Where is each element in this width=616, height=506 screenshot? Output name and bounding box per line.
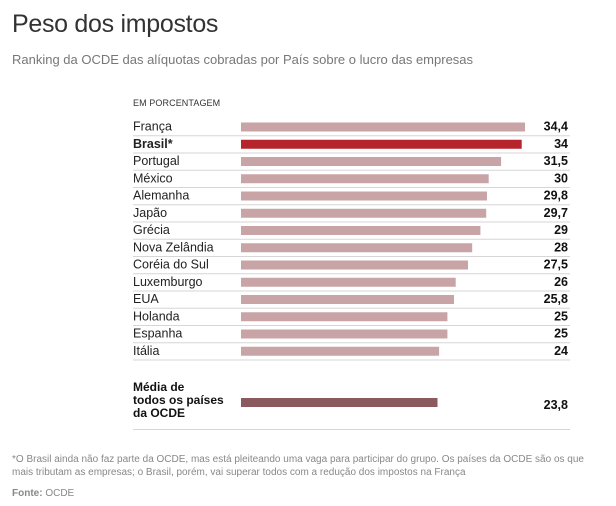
category-label: Holanda <box>133 309 180 323</box>
category-label: Grécia <box>133 223 170 237</box>
footnote: *O Brasil ainda não faz parte da OCDE, m… <box>12 454 584 478</box>
bar <box>241 277 456 287</box>
bar <box>241 329 448 339</box>
source: Fonte: OCDE <box>12 488 74 499</box>
value-label: 27,5 <box>544 258 568 272</box>
category-label: Itália <box>133 344 159 358</box>
bar <box>241 191 487 201</box>
bar <box>241 260 468 270</box>
bar <box>241 157 502 166</box>
average-label: Média de todos os países da OCDE <box>133 380 224 420</box>
value-label: 26 <box>554 275 568 289</box>
source-label: Fonte: <box>12 488 43 499</box>
category-label: México <box>133 171 173 185</box>
bar <box>241 243 473 253</box>
chart-title: Peso dos impostos <box>12 10 219 38</box>
value-label: 29,8 <box>544 189 568 203</box>
unit-label: EM PORCENTAGEM <box>133 98 221 108</box>
category-label: EUA <box>133 292 159 306</box>
bar <box>241 139 522 149</box>
value-label: 25,8 <box>544 292 568 306</box>
bar <box>241 346 440 356</box>
value-label: 34 <box>554 137 568 151</box>
average-value-label: 23,8 <box>544 398 568 412</box>
chart-subtitle: Ranking da OCDE das alíquotas cobradas p… <box>12 52 474 67</box>
category-label: Luxemburgo <box>133 275 203 289</box>
category-label: Coréia do Sul <box>133 258 209 272</box>
bar <box>241 312 448 322</box>
bar <box>241 226 481 235</box>
bar <box>241 174 489 184</box>
category-label: Alemanha <box>133 189 189 203</box>
source-value: OCDE <box>45 488 75 499</box>
category-label: Espanha <box>133 327 182 341</box>
category-label: Portugal <box>133 154 180 168</box>
bar <box>241 208 487 218</box>
value-label: 30 <box>554 171 568 185</box>
value-label: 24 <box>554 344 568 358</box>
value-label: 31,5 <box>544 154 568 168</box>
value-label: 34,4 <box>544 120 568 134</box>
category-label: Brasil* <box>133 137 173 151</box>
category-label: França <box>133 120 172 134</box>
category-label: Japão <box>133 206 167 220</box>
value-label: 29,7 <box>544 206 568 220</box>
value-label: 29 <box>554 223 568 237</box>
value-label: 25 <box>554 309 568 323</box>
bar <box>241 295 454 304</box>
average-bar <box>241 398 438 407</box>
value-label: 28 <box>554 240 568 254</box>
category-label: Nova Zelândia <box>133 240 214 254</box>
bar-chart: França 34,4 Brasil* 34 Portugal 31,5 México 30 A… <box>133 120 570 430</box>
bar <box>241 122 525 132</box>
value-label: 25 <box>554 327 568 341</box>
